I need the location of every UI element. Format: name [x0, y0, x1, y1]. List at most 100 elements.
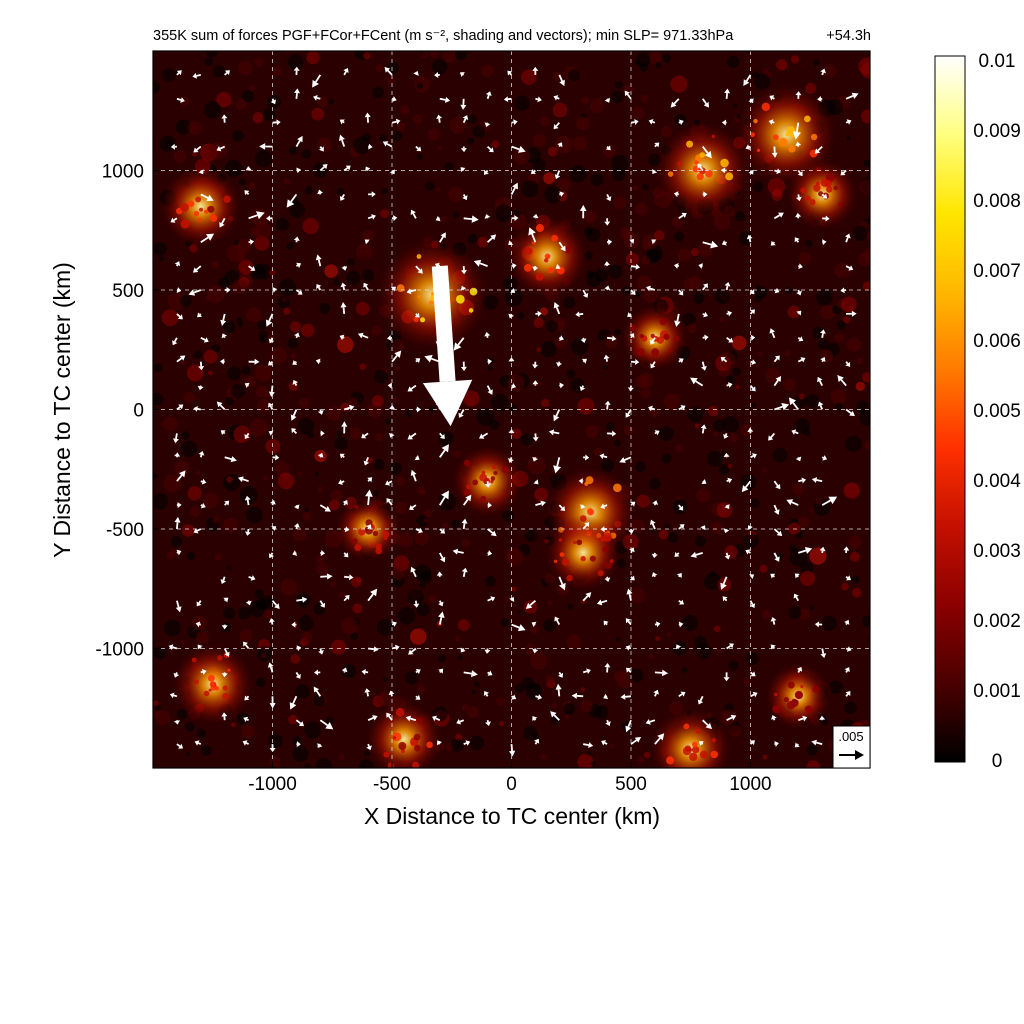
- heat-cell: [714, 288, 731, 304]
- vector-arrow: [484, 648, 491, 654]
- vector-arrow: [313, 669, 321, 676]
- colorbar-tick-label: 0.004: [973, 471, 1021, 492]
- heat-cell: [792, 482, 805, 496]
- heat-speckle: [695, 728, 701, 734]
- heat-cell: [812, 327, 824, 339]
- heat-speckle: [705, 169, 713, 178]
- vector-arrow: [169, 692, 178, 699]
- heat-cell: [534, 487, 549, 502]
- heat-cell: [371, 395, 384, 407]
- vector-arrow: [525, 600, 536, 609]
- vector-arrow: [176, 502, 182, 509]
- heat-cell: [846, 337, 862, 352]
- heat-cell: [461, 538, 471, 548]
- heat-speckle: [756, 148, 761, 152]
- heat-cell: [816, 289, 834, 306]
- vector-arrow: [438, 668, 444, 674]
- heat-cell: [288, 714, 298, 725]
- vector-arrow: [674, 262, 679, 269]
- vector-arrow: [678, 405, 686, 411]
- vector-arrow: [265, 313, 274, 327]
- vector-arrow: [340, 282, 347, 291]
- heat-speckle: [354, 504, 359, 510]
- heat-cell: [640, 94, 649, 103]
- vector-arrow: [796, 310, 802, 316]
- heat-cell: [638, 756, 645, 763]
- vector-arrow: [343, 552, 349, 558]
- heat-cell: [325, 716, 334, 725]
- heat-cell: [216, 92, 232, 108]
- heat-cell: [788, 522, 801, 535]
- heat-speckle: [472, 479, 479, 486]
- vector-arrow: [456, 718, 465, 725]
- vector-arrow: [367, 214, 376, 220]
- heat-cell: [677, 248, 692, 262]
- heat-cell: [290, 352, 296, 359]
- vector-arrow: [437, 740, 442, 746]
- heat-cell: [655, 636, 660, 641]
- heat-cell: [697, 242, 713, 258]
- vector-arrow: [272, 286, 277, 293]
- heat-cell: [474, 681, 481, 688]
- vector-arrow: [296, 167, 301, 174]
- vector-arrow: [289, 695, 298, 710]
- heat-cell: [407, 588, 424, 606]
- heat-cell: [455, 636, 461, 643]
- heat-cell: [367, 457, 373, 464]
- heat-speckle: [429, 300, 434, 305]
- heat-cell: [394, 501, 407, 514]
- heat-cell: [729, 433, 739, 443]
- heat-cell: [170, 536, 183, 548]
- vector-arrow: [221, 712, 228, 721]
- heat-cell: [541, 398, 550, 408]
- vector-arrow: [774, 403, 790, 411]
- heat-speckle: [187, 200, 195, 208]
- vector-arrow: [510, 182, 518, 195]
- heat-cell: [241, 89, 255, 103]
- vector-arrow: [436, 571, 443, 577]
- heat-cell: [254, 235, 270, 251]
- vector-arrow: [724, 88, 731, 99]
- heat-cell: [713, 625, 721, 633]
- vector-arrow: [176, 287, 182, 294]
- heat-speckle: [820, 178, 829, 187]
- heat-cell: [762, 467, 768, 474]
- vector-arrow: [459, 72, 465, 78]
- heat-speckle: [683, 773, 691, 781]
- heat-speckle: [466, 484, 472, 490]
- vector-arrow: [820, 357, 826, 363]
- heat-cell: [268, 269, 276, 276]
- vector-arrow: [248, 265, 256, 271]
- vector-arrow: [700, 424, 707, 434]
- heat-cell: [213, 65, 225, 78]
- heat-cell: [167, 292, 186, 311]
- vector-arrow: [558, 504, 566, 512]
- heat-cell: [660, 125, 673, 138]
- vector-arrow: [604, 97, 610, 103]
- heat-cell: [797, 516, 810, 528]
- vector-arrow: [607, 239, 613, 246]
- heat-speckle: [501, 466, 509, 474]
- heat-cell: [359, 363, 367, 370]
- vector-arrow: [845, 92, 859, 100]
- vector-arrow: [654, 669, 669, 677]
- heat-cell: [623, 425, 634, 436]
- vector-arrow: [702, 334, 709, 341]
- heat-cell: [693, 636, 707, 649]
- vector-arrow: [721, 240, 727, 246]
- heat-cell: [556, 177, 571, 193]
- heat-speckle: [833, 185, 838, 191]
- heat-speckle: [222, 692, 229, 700]
- vector-arrow: [414, 312, 420, 318]
- heat-cell: [856, 357, 864, 365]
- heat-cell: [170, 548, 179, 557]
- heat-speckle: [809, 198, 816, 206]
- vector-arrow: [579, 385, 586, 392]
- vector-arrow: [452, 548, 464, 555]
- heat-cell: [283, 177, 291, 185]
- heat-cell: [451, 519, 461, 528]
- vector-arrow: [627, 385, 634, 392]
- heat-cell: [540, 341, 557, 358]
- heat-cell: [414, 531, 429, 546]
- vector-arrow: [628, 528, 635, 534]
